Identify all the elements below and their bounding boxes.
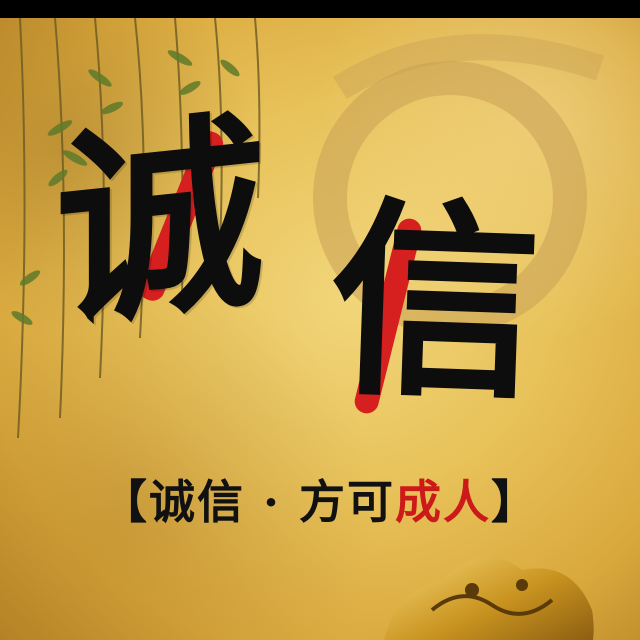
willow-branches: [11, 18, 261, 438]
calligraphy-char-xin: 信: [325, 175, 545, 430]
slogan-highlight: 成人: [395, 475, 492, 529]
golden-dragon-ornament: [384, 557, 594, 640]
slogan-text: 诚信 · 方可: [148, 475, 396, 529]
faded-ring-brushstroke: [313, 34, 605, 335]
slogan-close-bracket: 】: [491, 475, 540, 529]
slogan-open-bracket: 【: [100, 475, 149, 529]
poster: 诚 信 【诚信 · 方可成人】: [0, 18, 640, 640]
calligraphy-char-cheng: 诚: [55, 87, 265, 358]
slogan: 【诚信 · 方可成人】: [70, 466, 570, 532]
